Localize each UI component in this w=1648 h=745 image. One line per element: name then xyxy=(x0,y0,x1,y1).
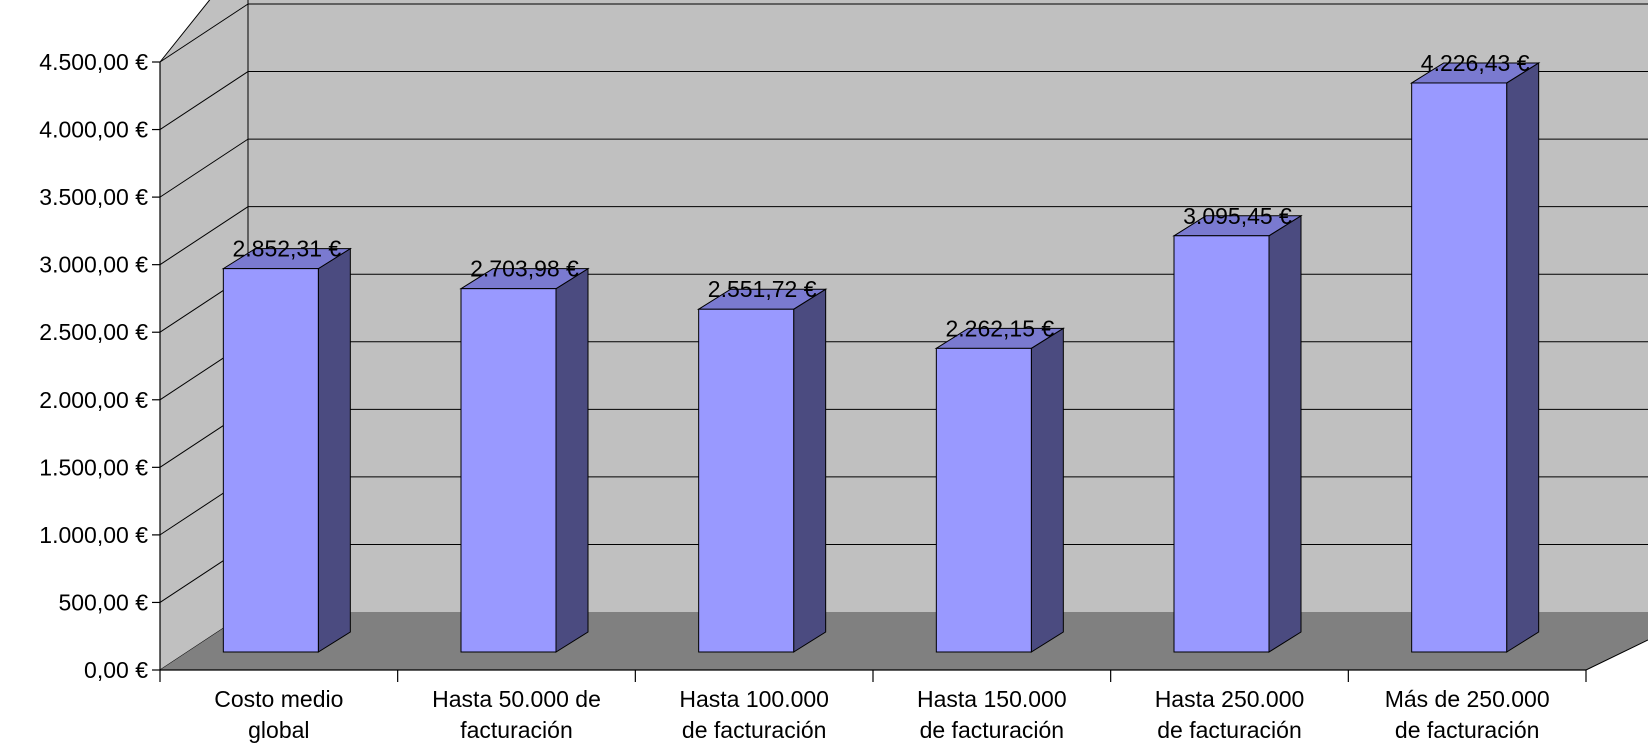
bar-side-face xyxy=(1506,62,1540,653)
gridline-side-6 xyxy=(159,206,249,266)
category-label: Hasta 150.000 de facturación xyxy=(917,686,1067,743)
category-label: Hasta 250.000 de facturación xyxy=(1155,686,1305,743)
y-tick-label: 1.000,00 € xyxy=(39,522,148,548)
bar-front-face xyxy=(222,268,319,653)
data-label: 2.551,72 € xyxy=(708,276,817,302)
y-tick-label: 2.000,00 € xyxy=(39,387,148,413)
bar-front-face xyxy=(698,308,795,653)
category-label-line: Costo medio xyxy=(214,686,343,712)
floor-right-edge xyxy=(1585,639,1648,671)
bar-front-face xyxy=(1173,235,1270,653)
gridline-side-9 xyxy=(159,3,249,63)
category-label-line: de facturación xyxy=(1157,717,1301,743)
bar-side-face xyxy=(317,247,351,653)
y-tick-labels: 0,00 € 500,00 € 1.000,00 € 1.500,00 € 2.000,… xyxy=(39,49,148,683)
data-labels: 2.852,31 € 2.703,98 € 2.551,72 € 2.262,15 €… xyxy=(232,50,1529,341)
y-tick-label: 4.500,00 € xyxy=(39,49,148,75)
bar-front-face xyxy=(935,347,1032,653)
data-label: 2.262,15 € xyxy=(945,315,1054,341)
category-label-line: de facturación xyxy=(1395,717,1539,743)
bar-2 xyxy=(696,288,828,653)
y-tick-label: 2.500,00 € xyxy=(39,319,148,345)
gridline-side-7 xyxy=(159,138,249,198)
category-label-line: Hasta 150.000 xyxy=(917,686,1067,712)
bar-4 xyxy=(1172,214,1303,653)
category-label-line: de facturación xyxy=(682,717,826,743)
category-label: Hasta 50.000 de facturación xyxy=(432,686,601,743)
data-label: 4.226,43 € xyxy=(1421,50,1530,76)
data-label: 2.852,31 € xyxy=(232,236,341,262)
bar-0 xyxy=(221,247,353,653)
category-label-line: Hasta 50.000 de xyxy=(432,686,601,712)
bar-front-face xyxy=(460,288,557,653)
category-label-line: Más de 250.000 xyxy=(1385,686,1550,712)
y-tick-label: 500,00 € xyxy=(58,589,148,615)
category-label-line: Hasta 250.000 xyxy=(1155,686,1305,712)
axes xyxy=(152,61,1587,682)
y-tick-label: 3.500,00 € xyxy=(39,184,148,210)
category-label-line: de facturación xyxy=(920,717,1064,743)
category-label-line: facturación xyxy=(460,717,573,743)
category-labels: Costo medio global Hasta 50.000 de facturac… xyxy=(214,686,1549,743)
category-label-line: global xyxy=(248,717,309,743)
y-tick-label: 1.500,00 € xyxy=(39,454,148,480)
data-label: 2.703,98 € xyxy=(470,256,579,282)
bar-side-face xyxy=(555,267,589,653)
bars xyxy=(221,62,1541,653)
category-label: Hasta 100.000 de facturación xyxy=(679,686,829,743)
bar-side-face xyxy=(1268,214,1302,653)
y-tick-label: 3.000,00 € xyxy=(39,252,148,278)
data-label: 3.095,45 € xyxy=(1183,203,1292,229)
y-tick-label: 4.000,00 € xyxy=(39,117,148,143)
gridline-side-8 xyxy=(159,71,249,130)
category-label-line: Hasta 100.000 xyxy=(679,686,829,712)
bar-front-face xyxy=(1411,82,1508,653)
y-tick-label: 0,00 € xyxy=(84,657,148,683)
bar-3 xyxy=(934,327,1066,653)
bar-5 xyxy=(1409,62,1541,653)
bar-side-face xyxy=(1030,327,1064,653)
category-label: Más de 250.000 de facturación xyxy=(1385,686,1550,743)
bar-side-face xyxy=(793,288,827,653)
bar-1 xyxy=(459,267,590,653)
category-label: Costo medio global xyxy=(214,686,343,743)
